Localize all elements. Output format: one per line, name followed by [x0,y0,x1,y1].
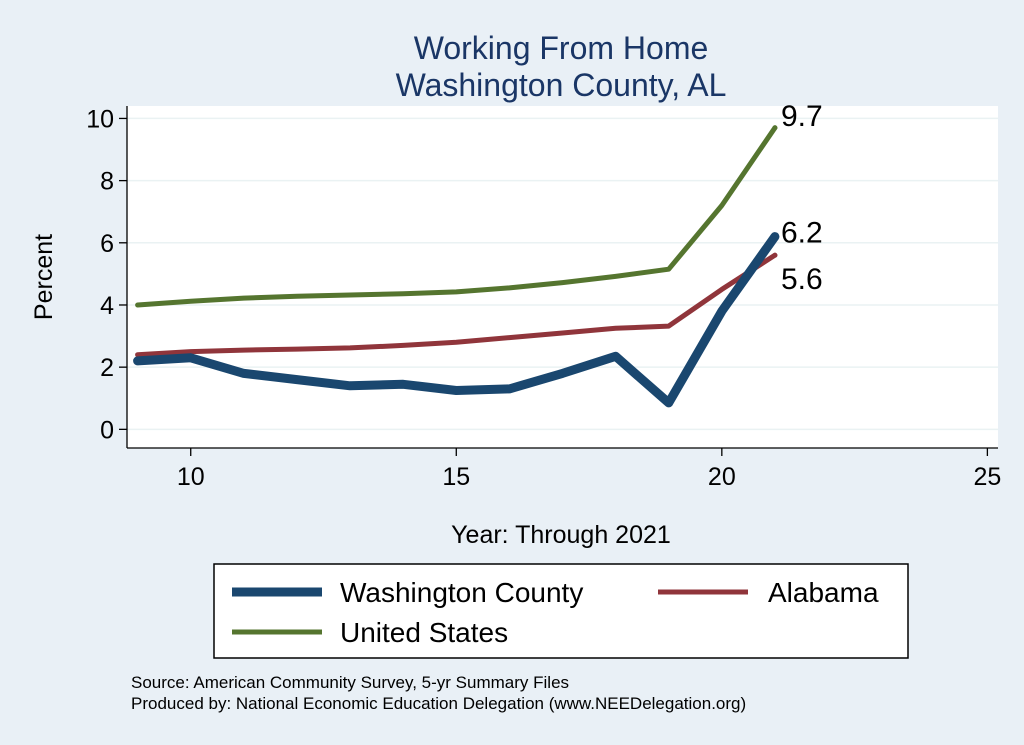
y-tick-label: 4 [100,292,114,320]
axes: 0 2 4 6 8 10 10 15 20 25 [86,105,1001,491]
y-tick-label: 10 [86,105,114,133]
series-line-alabama [135,252,778,358]
series-end-point [772,252,778,258]
legend: Washington County Alabama United States [213,563,909,659]
y-tick-label: 2 [100,354,114,382]
chart-title-line-1: Working From Home [414,30,709,66]
series-line-united-states [135,125,778,308]
x-tick-label: 15 [442,463,470,491]
x-axis-title: Year: Through 2021 [451,521,671,549]
series-end-point [772,234,778,240]
series-line-washington-county [133,232,780,408]
x-tick-label: 25 [973,463,1001,491]
plot-area [127,106,998,448]
y-tick-label: 8 [100,168,114,196]
grid-lines [127,117,998,431]
series-lines [133,125,780,408]
y-tick-label: 0 [100,416,114,444]
series-end-point [772,125,778,131]
end-labels: 6.2 5.6 9.7 [781,100,823,296]
y-tick-label: 6 [100,230,114,258]
legend-label: United States [340,617,508,648]
x-tick-label: 10 [177,463,205,491]
x-tick-label: 20 [708,463,736,491]
y-axis-title: Percent [30,234,58,320]
end-label-united-states: 9.7 [781,100,823,133]
end-label-alabama: 5.6 [781,263,823,296]
legend-label: Alabama [768,577,879,608]
legend-box [213,563,909,659]
chart-title-line-2: Washington County, AL [396,67,727,103]
legend-label: Washington County [340,577,583,608]
producer-note: Produced by: National Economic Education… [131,694,746,713]
end-label-washington-county: 6.2 [781,217,823,250]
source-note: Source: American Community Survey, 5-yr … [131,673,569,692]
